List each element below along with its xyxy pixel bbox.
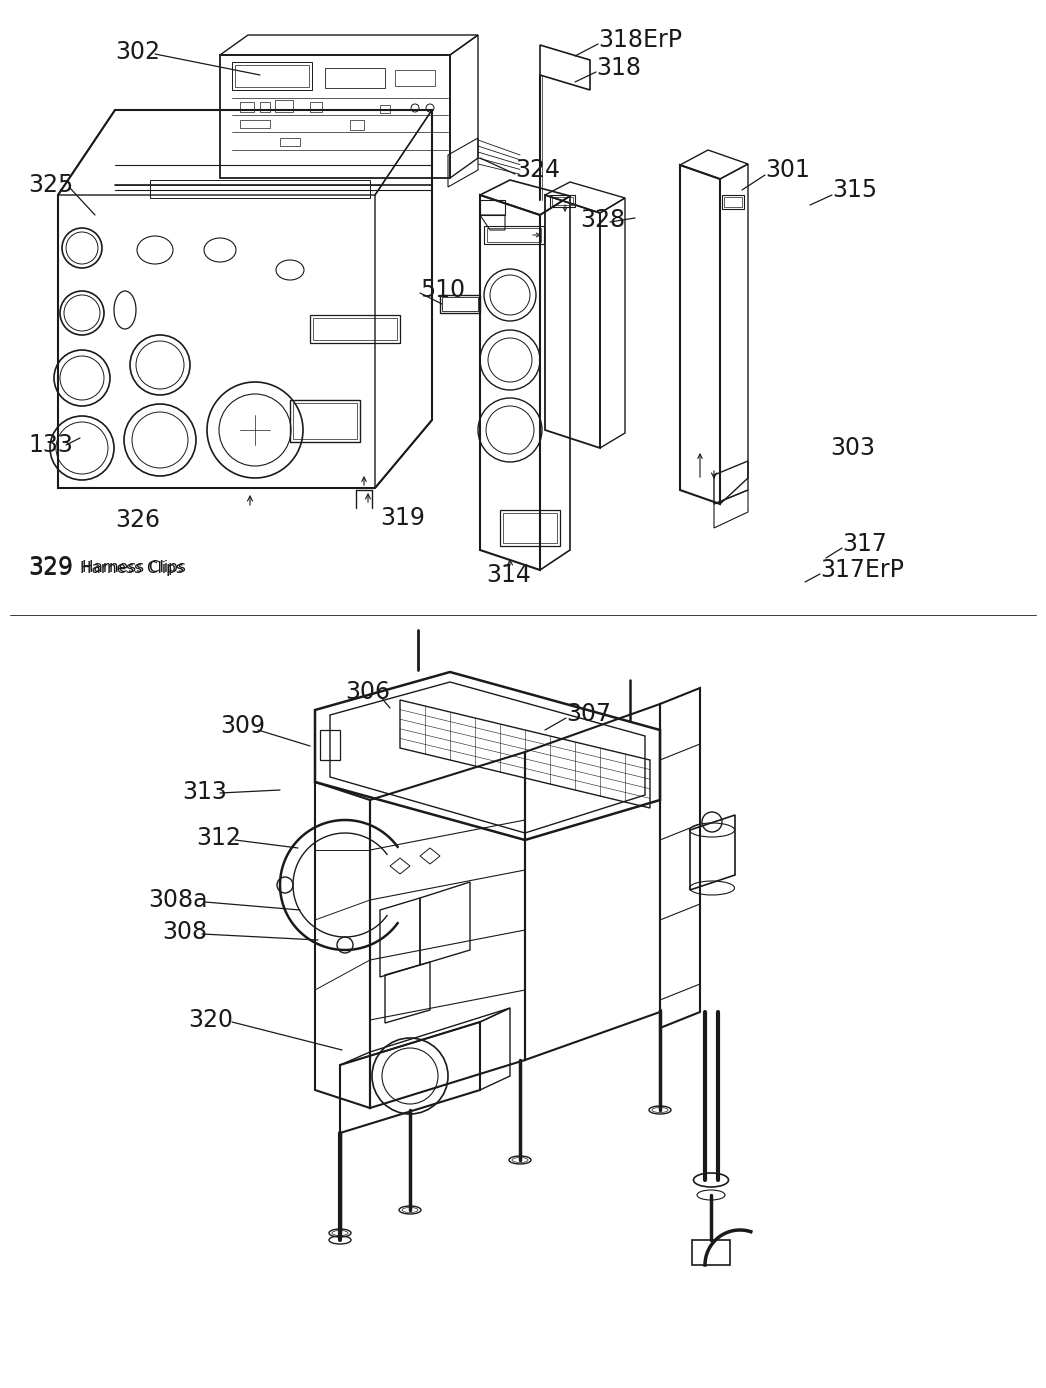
Text: 328: 328	[579, 208, 626, 232]
Text: 314: 314	[486, 564, 531, 587]
Bar	[722, 194, 744, 210]
Bar	[550, 194, 575, 207]
Bar	[500, 509, 560, 545]
Text: 308a: 308a	[147, 888, 207, 912]
Bar	[275, 100, 293, 112]
Text: 317ErP: 317ErP	[820, 558, 904, 582]
Text: 510: 510	[420, 278, 465, 303]
Bar	[260, 101, 270, 112]
Bar	[310, 315, 400, 343]
Text: 317: 317	[842, 532, 887, 557]
Text: 318ErP: 318ErP	[598, 28, 682, 51]
Bar	[484, 226, 544, 244]
Bar	[280, 137, 300, 146]
Bar	[380, 105, 390, 112]
Text: 308: 308	[162, 920, 207, 944]
Bar	[290, 400, 360, 441]
Text: 301: 301	[765, 158, 810, 182]
Bar	[313, 318, 397, 340]
Bar	[350, 119, 364, 130]
Text: Harness Clips: Harness Clips	[79, 561, 184, 576]
Bar	[395, 69, 435, 86]
Bar	[310, 101, 322, 112]
Text: 319: 319	[380, 507, 425, 530]
Text: 303: 303	[829, 436, 876, 459]
Text: 326: 326	[115, 508, 160, 532]
Bar	[240, 119, 270, 128]
Text: 325: 325	[28, 174, 73, 197]
Text: 318: 318	[596, 56, 641, 81]
Bar	[325, 68, 385, 87]
Text: 307: 307	[566, 702, 611, 726]
Bar	[240, 101, 254, 112]
Bar	[235, 65, 309, 87]
Text: 306: 306	[345, 680, 390, 704]
Bar	[552, 197, 573, 205]
Text: 313: 313	[182, 780, 227, 804]
Bar	[442, 297, 478, 311]
Bar	[232, 62, 312, 90]
Bar	[440, 296, 480, 314]
Text: 329: 329	[28, 555, 73, 579]
Text: 302: 302	[115, 40, 160, 64]
Bar	[503, 514, 558, 543]
Text: 315: 315	[832, 178, 878, 203]
Bar	[724, 197, 742, 207]
Text: 312: 312	[196, 826, 241, 849]
Bar	[487, 228, 541, 242]
Text: Harness Clips: Harness Clips	[82, 559, 186, 575]
Bar	[293, 403, 357, 439]
Text: 320: 320	[188, 1008, 233, 1033]
Bar	[150, 180, 370, 198]
Text: 309: 309	[220, 713, 265, 738]
Text: 329: 329	[28, 557, 73, 580]
Text: 324: 324	[515, 158, 560, 182]
Text: 133: 133	[28, 433, 73, 457]
